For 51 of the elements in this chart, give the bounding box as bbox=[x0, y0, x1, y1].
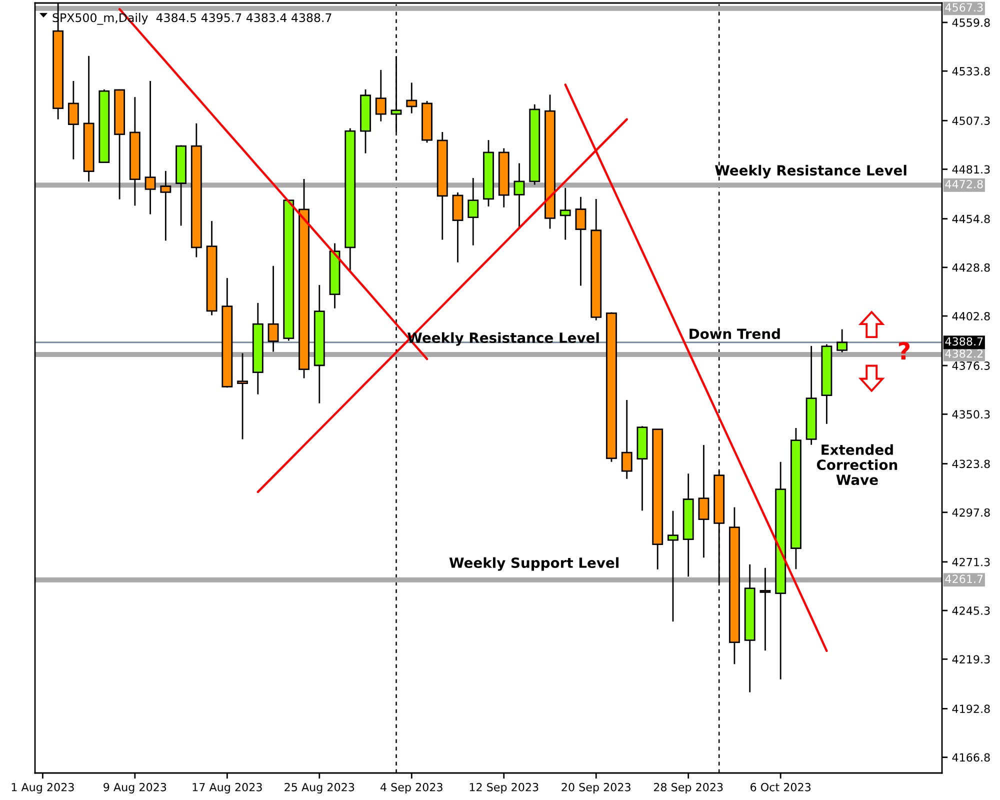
annotation: Weekly Resistance Level bbox=[715, 164, 906, 178]
x-tick-label: 1 Aug 2023 bbox=[12, 782, 74, 794]
y-tick-label: 4323.8 bbox=[952, 460, 990, 468]
ref-line-label: 4472.8 bbox=[945, 180, 983, 188]
y-tick-label: 4350.3 bbox=[952, 410, 990, 419]
candlestick bbox=[144, 80, 156, 215]
candlestick bbox=[406, 82, 418, 114]
candlestick bbox=[836, 328, 848, 353]
y-tick-label: 4245.3 bbox=[952, 606, 990, 615]
y-tick-label: 4533.8 bbox=[952, 67, 990, 76]
candlestick bbox=[698, 444, 710, 558]
y-tick-label: 4454.8 bbox=[952, 214, 990, 224]
candlestick bbox=[668, 510, 678, 622]
y-tick-label: 4402.8 bbox=[952, 312, 990, 320]
x-tick-label: 6 Oct 2023 bbox=[750, 782, 811, 792]
ref-line-label: 4567.3 bbox=[945, 3, 983, 12]
candlestick bbox=[68, 80, 79, 160]
candlestick bbox=[268, 265, 279, 352]
candlestick bbox=[560, 187, 571, 240]
x-tick-label: 12 Sep 2023 bbox=[470, 782, 538, 794]
x-tick-label: 9 Aug 2023 bbox=[104, 782, 166, 794]
y-tick-label: 4376.3 bbox=[952, 362, 990, 370]
x-tick-label: 17 Aug 2023 bbox=[192, 782, 262, 794]
ref-line-label: 4261.7 bbox=[945, 574, 983, 584]
annotation: ? bbox=[898, 342, 910, 360]
y-tick-label: 4507.3 bbox=[952, 116, 990, 125]
x-tick-label: 4 Sep 2023 bbox=[380, 782, 442, 794]
annotation: Extended Correction Wave bbox=[816, 444, 898, 486]
candlestick bbox=[575, 196, 586, 286]
candlestick bbox=[468, 177, 479, 246]
candlestick bbox=[237, 352, 248, 440]
y-tick-label: 4481.3 bbox=[952, 165, 990, 174]
y-tick-label: 4297.8 bbox=[952, 508, 990, 517]
annotation: Down Trend bbox=[690, 328, 780, 340]
y-tick-label: 4219.3 bbox=[952, 655, 990, 664]
annotation: Weekly Support Level bbox=[449, 557, 618, 571]
ref-line-label: 4388.7 bbox=[945, 337, 983, 346]
candlestick bbox=[621, 399, 632, 480]
candlestick bbox=[375, 69, 386, 122]
candlestick bbox=[514, 162, 525, 229]
x-tick-label: 25 Aug 2023 bbox=[284, 782, 354, 794]
candlestick bbox=[160, 170, 172, 242]
candlestick bbox=[760, 567, 771, 652]
y-tick-label: 4166.8 bbox=[952, 753, 990, 762]
y-tick-label: 4559.8 bbox=[952, 18, 990, 27]
x-tick-label: 20 Sep 2023 bbox=[562, 782, 630, 794]
y-tick-label: 4428.8 bbox=[952, 263, 990, 272]
x-tick-label: 28 Sep 2023 bbox=[654, 782, 723, 794]
y-tick-label: 4271.3 bbox=[952, 558, 990, 566]
ref-line-label: 4382.2 bbox=[945, 349, 982, 358]
y-tick-label: 4192.8 bbox=[952, 704, 990, 714]
